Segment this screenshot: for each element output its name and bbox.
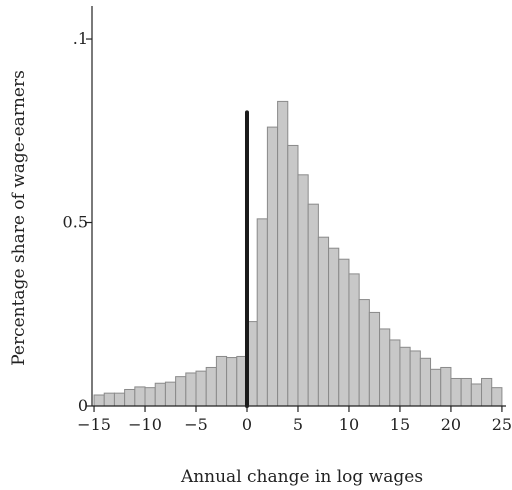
histogram-bar (154, 382, 166, 407)
histogram-bar (450, 377, 462, 407)
histogram-bar (481, 377, 493, 407)
y-axis-ticks: 0 0.5 .1 (63, 29, 92, 415)
histogram-bar (338, 258, 350, 407)
histogram-bar (113, 392, 126, 407)
histogram-bar (93, 394, 105, 407)
histogram-bar (440, 366, 452, 407)
x-tick-label: 15 (390, 415, 410, 434)
histogram-bar (379, 328, 391, 407)
histogram-bar (419, 357, 432, 407)
histogram-bar (124, 388, 136, 407)
histogram-bar (205, 366, 217, 407)
histogram-bar (368, 311, 381, 407)
histogram-bar (358, 299, 370, 407)
histogram-bar (185, 372, 197, 407)
histogram-bar (460, 377, 472, 407)
x-tick-label: 25 (492, 415, 512, 434)
histogram-bar (215, 355, 228, 407)
y-tick-label: 0 (78, 396, 88, 415)
x-tick-label: 5 (293, 415, 303, 434)
histogram-bar (430, 368, 442, 407)
histogram-bar (144, 387, 156, 407)
histogram-bar (277, 100, 289, 407)
y-tick-label: 0.5 (63, 213, 88, 232)
histogram-bar (328, 247, 340, 407)
histogram-bar (256, 218, 268, 407)
histogram-bar (409, 350, 421, 407)
histogram-bar (348, 273, 360, 407)
histogram-bar (399, 346, 411, 407)
histogram-bar (317, 236, 330, 407)
x-axis-ticks: −15 −10 −5 0 5 10 15 20 25 (77, 406, 512, 434)
histogram-bar (470, 383, 483, 407)
x-tick-label: 0 (242, 415, 252, 434)
x-tick-label: 20 (441, 415, 461, 434)
y-axis-title: Percentage share of wage-earners (9, 70, 29, 366)
x-tick-label: 10 (339, 415, 359, 434)
histogram-bar (297, 174, 309, 407)
histogram-bar (134, 386, 146, 407)
x-tick-label: −5 (184, 415, 208, 434)
y-tick-label: .1 (73, 29, 88, 48)
histogram-bar (175, 376, 187, 407)
histogram-bar (226, 357, 238, 407)
histogram-bars (93, 100, 503, 407)
histogram-bar (103, 392, 115, 407)
histogram-bar (491, 387, 503, 407)
x-tick-label: −10 (128, 415, 162, 434)
x-axis-title: Annual change in log wages (180, 467, 423, 487)
histogram-bar (266, 126, 279, 407)
histogram-bar (389, 339, 401, 407)
histogram-bar (195, 370, 207, 407)
x-tick-label: −15 (77, 415, 111, 434)
histogram-bar (164, 381, 177, 407)
histogram-bar (287, 144, 299, 407)
histogram-bar (307, 203, 319, 407)
